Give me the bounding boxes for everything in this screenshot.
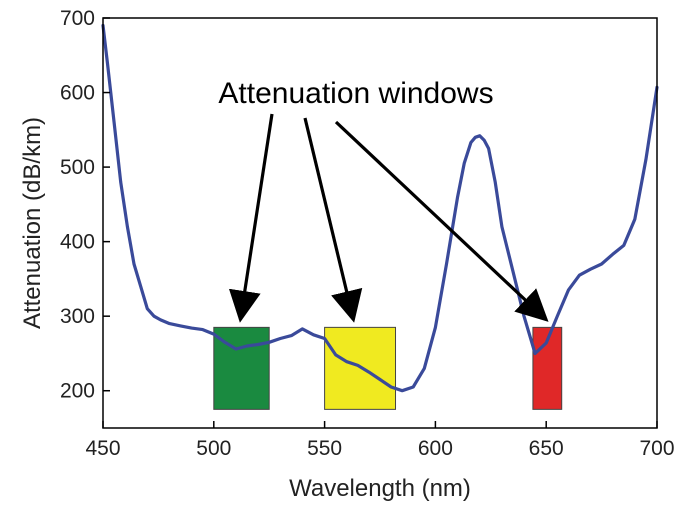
y-tick-label: 200 xyxy=(60,380,95,403)
x-axis-label: Wavelength (nm) xyxy=(289,475,471,502)
attenuation-curve xyxy=(101,23,659,393)
annotation-arrow-3 xyxy=(334,120,549,322)
y-tick-label: 300 xyxy=(60,305,95,328)
y-tick-label: 700 xyxy=(60,7,95,30)
x-tick-label: 450 xyxy=(85,437,120,460)
y-tick-label: 600 xyxy=(60,82,95,105)
y-tick-label: 500 xyxy=(60,156,95,179)
x-tick-label: 500 xyxy=(196,437,231,460)
annotation-arrow-1 xyxy=(228,113,274,323)
y-tick-label: 400 xyxy=(60,231,95,254)
x-tick-label: 700 xyxy=(639,437,674,460)
annotation-label: Attenuation windows xyxy=(218,77,493,110)
y-axis-label: Attenuation (dB/km) xyxy=(19,117,46,329)
x-tick-label: 600 xyxy=(418,437,453,460)
x-tick-label: 650 xyxy=(529,437,564,460)
annotation-arrow-2 xyxy=(303,117,363,323)
x-tick-label: 550 xyxy=(307,437,342,460)
plot-frame xyxy=(102,17,658,429)
